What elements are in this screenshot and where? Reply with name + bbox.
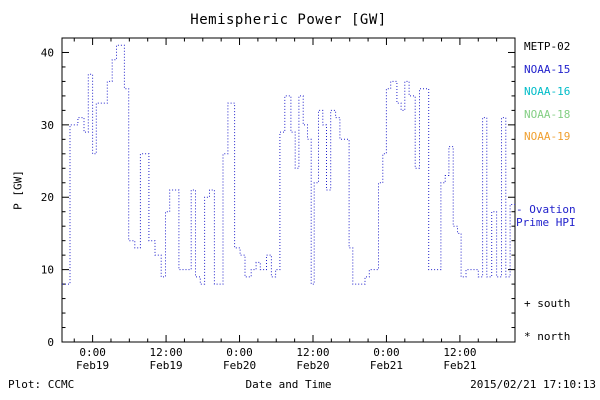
plot-source-label: Plot: CCMC <box>8 378 75 391</box>
legend-item-metp02: METP-02 <box>524 40 571 53</box>
x-tick-time-label: 0:00 <box>226 346 253 359</box>
y-tick-label: 40 <box>41 46 54 59</box>
x-tick-date-label: Feb20 <box>296 359 329 372</box>
y-tick-label: 0 <box>47 336 54 349</box>
series-note-line1: - Ovation <box>516 203 576 216</box>
x-tick-date-label: Feb20 <box>223 359 256 372</box>
x-axis-label: Date and Time <box>245 378 332 391</box>
x-tick-date-label: Feb21 <box>443 359 476 372</box>
plot-frame <box>61 37 516 343</box>
series-note-line2: Prime HPI <box>516 216 576 229</box>
x-tick-time-label: 12:00 <box>443 346 476 359</box>
x-tick-time-label: 0:00 <box>373 346 400 359</box>
legend-marker-north: * north <box>524 330 571 343</box>
legend-item-noaa16: NOAA-16 <box>524 85 571 98</box>
y-tick-label: 30 <box>41 119 54 132</box>
legend-marker-south: + south <box>524 297 571 310</box>
legend-item-noaa18: NOAA-18 <box>524 108 571 121</box>
x-tick-date-label: Feb21 <box>370 359 403 372</box>
legend-item-noaa15: NOAA-15 <box>524 63 571 76</box>
legend-item-noaa19: NOAA-19 <box>524 130 571 143</box>
plot-timestamp: 2015/02/21 17:10:13 <box>470 378 596 391</box>
x-tick-date-label: Feb19 <box>150 359 183 372</box>
x-tick-date-label: Feb19 <box>76 359 109 372</box>
y-tick-label: 20 <box>41 191 54 204</box>
x-tick-time-label: 12:00 <box>150 346 183 359</box>
x-tick-time-label: 12:00 <box>296 346 329 359</box>
x-tick-time-label: 0:00 <box>79 346 106 359</box>
hpi-step-line <box>62 44 515 285</box>
y-tick-label: 10 <box>41 264 54 277</box>
chart-title: Hemispheric Power [GW] <box>190 12 387 28</box>
